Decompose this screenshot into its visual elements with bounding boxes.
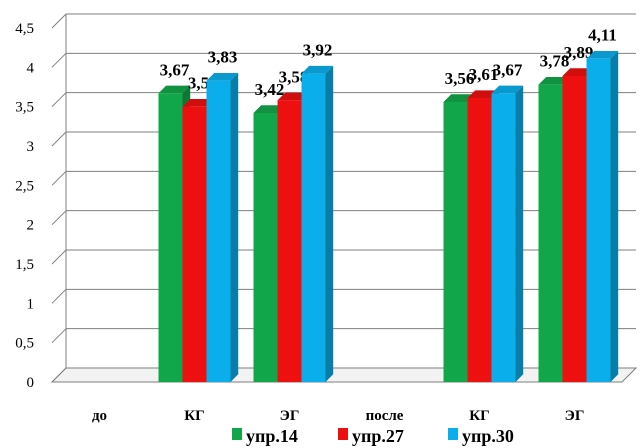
- bar: [443, 101, 468, 383]
- data-label: 3,5: [188, 74, 209, 93]
- bar-top: [277, 92, 310, 101]
- x-category-label: до: [92, 408, 107, 424]
- x-category-label: КГ: [184, 408, 204, 424]
- bar: [586, 58, 611, 383]
- bar-side: [610, 50, 619, 382]
- legend-swatch: [232, 428, 242, 440]
- bar: [206, 80, 231, 382]
- gridline-diagonal: [51, 249, 67, 265]
- data-label: 3,92: [303, 41, 333, 60]
- bar: [467, 98, 492, 382]
- gridline-diagonal: [51, 52, 67, 68]
- y-tick-label: 4,5: [15, 21, 34, 37]
- bar: [158, 93, 183, 382]
- gridline-diagonal: [51, 92, 67, 108]
- gridline-diagonal: [51, 288, 67, 304]
- gridline-diagonal: [51, 131, 67, 147]
- bar-top: [586, 50, 619, 59]
- y-tick-label: 1,5: [15, 257, 34, 273]
- bar: [491, 93, 516, 382]
- bar-side: [325, 65, 334, 382]
- bar-top: [253, 105, 286, 113]
- bar-top: [538, 76, 571, 85]
- data-label: 3,61: [469, 65, 499, 84]
- bar: [562, 75, 587, 382]
- data-label: 3,83: [208, 48, 238, 67]
- data-label: 3,89: [564, 43, 594, 62]
- y-tick-label: 2,5: [15, 178, 34, 194]
- y-tick-label: 3: [27, 139, 35, 155]
- bar-top: [562, 68, 595, 76]
- data-label: 3,42: [255, 80, 285, 99]
- gridline-diagonal: [51, 13, 67, 29]
- y-tick-label: 1: [27, 296, 35, 312]
- bar: [277, 100, 302, 382]
- bar-top: [467, 90, 500, 99]
- bar-top: [158, 85, 191, 94]
- y-tick-label: 3,5: [15, 100, 34, 116]
- x-category-label: КГ: [469, 408, 489, 424]
- bar-top: [206, 73, 239, 81]
- y-tick-label: 2: [27, 218, 35, 234]
- bar-top: [443, 94, 476, 102]
- data-label: 3,67: [160, 60, 190, 79]
- bar: [253, 112, 278, 383]
- bar-top: [491, 85, 524, 94]
- x-category-label: ЭГ: [280, 408, 300, 424]
- bar: [182, 106, 207, 383]
- data-label: 4,11: [588, 26, 617, 45]
- legend-swatch: [338, 428, 348, 440]
- data-label: 3,56: [445, 69, 475, 88]
- data-label: 3,78: [540, 52, 570, 71]
- legend-label: упр.14: [246, 426, 298, 446]
- y-tick-label: 4: [27, 60, 35, 76]
- bar-side: [515, 85, 524, 383]
- x-category-label: ЭГ: [565, 408, 585, 424]
- bar-top: [182, 98, 215, 107]
- gridline-diagonal: [51, 170, 67, 186]
- gridline-diagonal: [51, 210, 67, 226]
- y-tick-label: 0,5: [15, 336, 34, 352]
- bar-side: [230, 73, 239, 383]
- gridline-diagonal: [51, 367, 67, 383]
- data-label: 3,67: [493, 60, 523, 79]
- gridline-diagonal: [51, 328, 67, 344]
- data-label: 3,58: [279, 67, 309, 86]
- bar-top: [301, 65, 334, 74]
- bar: [538, 84, 563, 382]
- bar: [301, 73, 326, 383]
- legend-label: упр.30: [462, 426, 514, 446]
- legend-swatch: [448, 428, 458, 440]
- x-category-label: после: [366, 408, 404, 424]
- y-tick-label: 0: [27, 375, 35, 391]
- legend-label: упр.27: [352, 426, 404, 446]
